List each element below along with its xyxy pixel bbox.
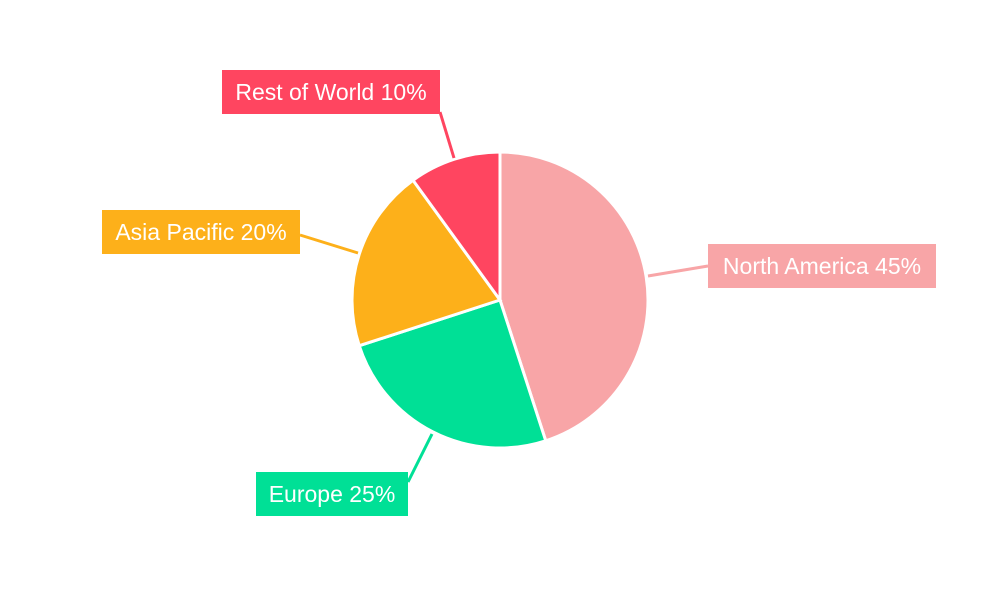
data-label-box [102, 210, 300, 254]
data-label-europe: Europe 25% [256, 472, 408, 516]
data-label-text: Asia Pacific 20% [115, 219, 286, 245]
data-label-rest-of-world: Rest of World 10% [222, 70, 440, 114]
leader-line-north-america [647, 264, 709, 278]
data-label-north-america: North America 45% [708, 244, 936, 288]
data-label-text: Europe 25% [269, 481, 396, 507]
pie-slice-rest-of-world[interactable] [410, 150, 502, 305]
pie-slice-north-america[interactable] [498, 150, 650, 443]
data-label-asia-pacific: Asia Pacific 20% [102, 210, 300, 254]
pie-slice-europe[interactable] [357, 298, 548, 450]
leader-line-asia-pacific [299, 233, 359, 255]
data-label-text: Rest of World 10% [235, 79, 426, 105]
data-label-text: North America 45% [723, 253, 921, 279]
leader-line-rest-of-world [438, 111, 456, 159]
data-label-box [256, 472, 408, 516]
pie-slice-asia-pacific[interactable] [350, 178, 503, 348]
data-label-box [222, 70, 440, 114]
data-label-box [708, 244, 936, 288]
leader-line-europe [406, 433, 434, 483]
